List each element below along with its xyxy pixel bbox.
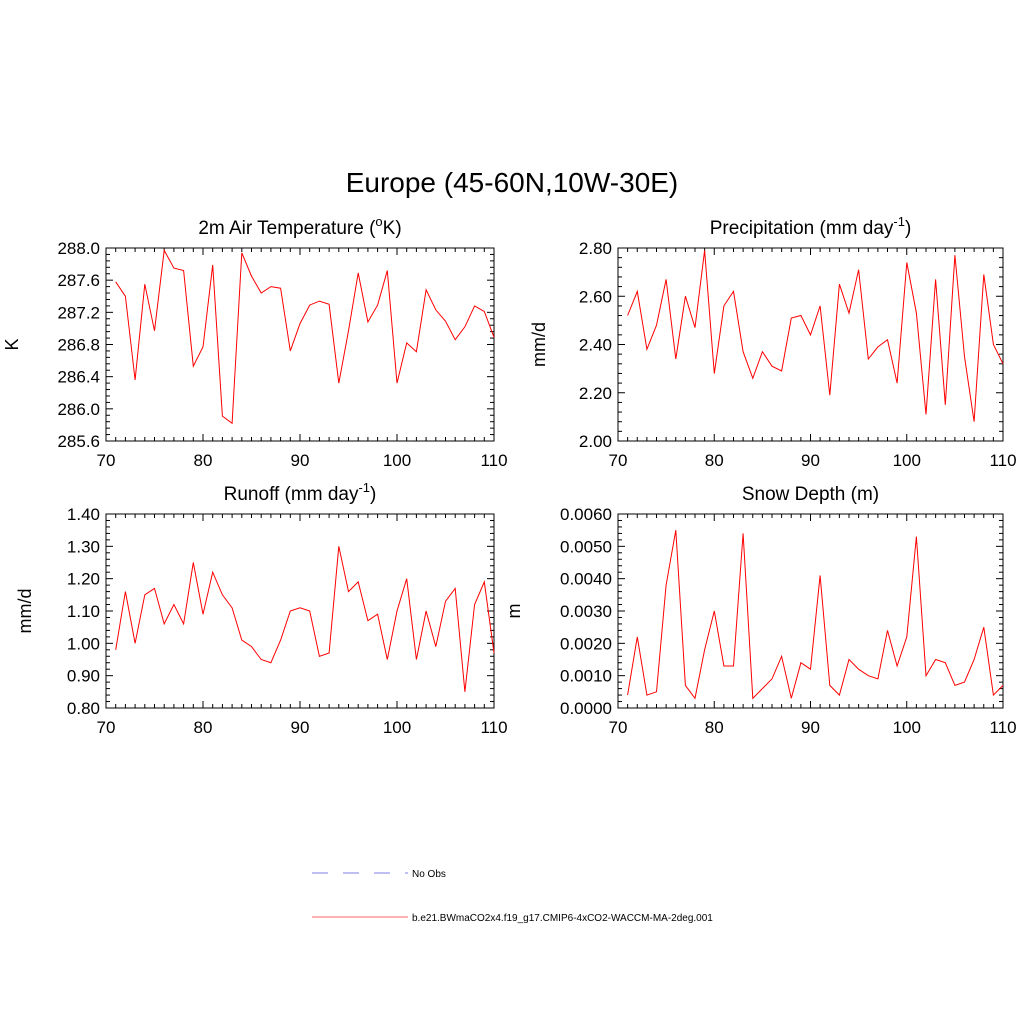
- series-line: [116, 546, 494, 692]
- x-tick-label: 90: [291, 451, 310, 470]
- legend-label-model: b.e21.BWmaCO2x4.f19_g17.CMIP6-4xCO2-WACC…: [412, 913, 713, 924]
- panel-title: 2m Air Temperature (oK): [198, 214, 401, 239]
- y-axis-label: mm/d: [15, 589, 35, 634]
- y-tick-label: 287.6: [57, 271, 100, 290]
- x-tick-label: 80: [194, 718, 213, 737]
- panel-title-text-end: K): [383, 218, 402, 239]
- y-tick-label: 0.0040: [560, 570, 612, 589]
- x-tick-label: 90: [291, 718, 310, 737]
- y-tick-label: 2.20: [579, 384, 612, 403]
- y-tick-label: 2.60: [579, 287, 612, 306]
- panel-title-superscript: -1: [893, 214, 905, 229]
- x-tick-label: 100: [383, 718, 411, 737]
- y-tick-label: 1.00: [67, 634, 100, 653]
- x-tick-label: 70: [97, 451, 116, 470]
- y-tick-label: 1.30: [67, 537, 100, 556]
- plot-frame: [618, 248, 1003, 441]
- panel-title-text-end: ): [370, 484, 376, 505]
- x-tick-label: 70: [609, 451, 628, 470]
- y-tick-label: 285.6: [57, 432, 100, 451]
- y-tick-label: 2.00: [579, 432, 612, 451]
- x-tick-label: 80: [705, 451, 724, 470]
- y-tick-label: 287.2: [57, 303, 100, 322]
- y-axis-label: K: [2, 338, 22, 350]
- panel-title: Precipitation (mm day-1): [710, 214, 912, 239]
- y-tick-label: 1.20: [67, 570, 100, 589]
- panel-title-text: Precipitation (mm day: [710, 218, 894, 239]
- y-tick-label: 0.80: [67, 699, 100, 718]
- panel-precipitation: 70 80 90 100 110 2.00 2.20 2.40 2.60 2.80 mm/d Prec…: [529, 214, 1017, 470]
- y-tick-label: 286.4: [57, 368, 100, 387]
- panel-title-text-end: ): [905, 218, 911, 239]
- x-tick-label: 70: [97, 718, 116, 737]
- y-tick-label: 0.0030: [560, 602, 612, 621]
- panels: 70 80 90 100 110 285.6 286.0 286.4 286.8 287.2 287…: [2, 214, 1017, 737]
- y-tick-label: 286.0: [57, 400, 100, 419]
- legend-label-obs: No Obs: [412, 869, 446, 880]
- y-tick-label: 0.0020: [560, 634, 612, 653]
- y-axis-label: mm/d: [529, 322, 549, 367]
- main-title: Europe (45-60N,10W-30E): [346, 167, 679, 198]
- panel-title-superscript: -1: [358, 480, 370, 495]
- y-tick-label: 2.80: [579, 239, 612, 258]
- series-line: [116, 250, 494, 423]
- panel-temperature: 70 80 90 100 110 285.6 286.0 286.4 286.8 287.2 287…: [2, 214, 508, 470]
- figure: Europe (45-60N,10W-30E) 70 80 90 100 110 285.…: [0, 0, 1024, 1024]
- x-tick-label: 110: [480, 451, 507, 470]
- panel-snow-depth: 70 80 90 100 110 0.0000 0.0010 0.0020 0.0030 0.00…: [504, 484, 1017, 737]
- y-tick-label: 1.40: [67, 505, 100, 524]
- x-tick-label: 90: [801, 718, 820, 737]
- series-line: [628, 530, 1003, 698]
- plot-frame: [106, 514, 494, 708]
- x-tick-label: 100: [383, 451, 411, 470]
- plot-frame: [106, 248, 494, 441]
- x-tick-label: 110: [989, 451, 1016, 470]
- y-tick-label: 2.40: [579, 336, 612, 355]
- series-line: [628, 250, 1003, 421]
- y-tick-label: 0.0000: [560, 699, 612, 718]
- x-tick-label: 80: [194, 451, 213, 470]
- x-tick-label: 80: [705, 718, 724, 737]
- y-tick-label: 0.0060: [560, 505, 612, 524]
- x-tick-label: 70: [609, 718, 628, 737]
- y-axis-label: m: [504, 604, 524, 619]
- x-tick-label: 110: [989, 718, 1016, 737]
- y-tick-label: 288.0: [57, 239, 100, 258]
- panel-title-text: Snow Depth (m): [742, 484, 879, 505]
- y-tick-label: 0.0010: [560, 667, 612, 686]
- panel-title-text: Runoff (mm day: [224, 484, 359, 505]
- y-tick-label: 286.8: [57, 336, 100, 355]
- y-tick-label: 0.0050: [560, 537, 612, 556]
- x-tick-label: 110: [480, 718, 507, 737]
- x-tick-label: 100: [893, 451, 921, 470]
- panel-title: Runoff (mm day-1): [224, 480, 377, 505]
- legend: No Obs b.e21.BWmaCO2x4.f19_g17.CMIP6-4xC…: [312, 869, 713, 924]
- x-tick-label: 90: [801, 451, 820, 470]
- panel-runoff: 70 80 90 100 110 0.80 0.90 1.00 1.10 1.20 1.30 1.40…: [15, 480, 508, 737]
- panel-title-superscript: o: [375, 214, 382, 229]
- panel-title: Snow Depth (m): [742, 484, 879, 505]
- y-tick-label: 0.90: [67, 667, 100, 686]
- panel-title-text: 2m Air Temperature (: [198, 218, 376, 239]
- y-tick-label: 1.10: [67, 602, 100, 621]
- plot-frame: [618, 514, 1003, 708]
- x-tick-label: 100: [893, 718, 921, 737]
